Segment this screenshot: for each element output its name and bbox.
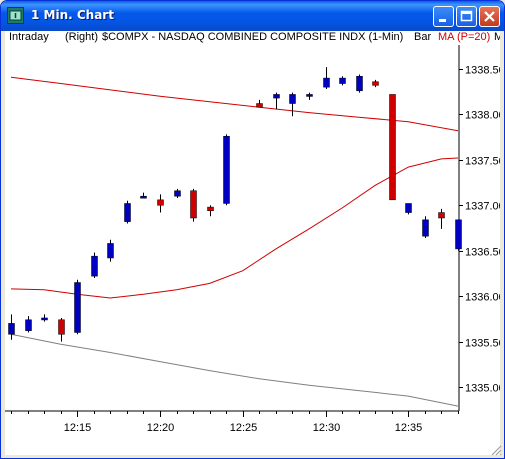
candle-body <box>207 206 214 211</box>
candle-body <box>140 195 147 199</box>
candle-body <box>455 219 462 250</box>
candle-body <box>58 319 65 335</box>
candle-body <box>405 203 412 213</box>
y-tick-label: 1337.00 <box>465 201 500 213</box>
candle-body <box>91 255 98 277</box>
candle-body <box>273 94 280 99</box>
minimize-icon <box>439 19 446 22</box>
price-chart[interactable]: 1338.50 1338.00 1337.50 1337.00 1336.50 1336.… <box>5 45 500 455</box>
lower-trend-line <box>10 333 459 407</box>
title-bar[interactable]: 1 Min. Chart <box>1 1 504 31</box>
bar-type-label: Bar <box>414 31 432 43</box>
candle-body <box>256 103 263 108</box>
scale-side-label: (Right) <box>65 31 99 43</box>
moving-average-line <box>10 157 459 299</box>
x-tick-label: 12:25 <box>230 422 258 434</box>
candle-body <box>323 77 330 88</box>
x-tick-label: 12:30 <box>313 422 341 434</box>
x-tick-label: 12:15 <box>64 422 92 434</box>
candle-body <box>74 282 81 333</box>
candle-body <box>306 94 313 97</box>
candle-body <box>157 199 164 206</box>
y-tick-label: 1336.50 <box>465 247 500 259</box>
candle-body <box>438 212 445 219</box>
candle-body <box>289 94 296 104</box>
candle-body <box>389 94 396 201</box>
candle-body <box>107 243 114 259</box>
x-tick-label: 12:35 <box>395 422 423 434</box>
candle-body <box>124 203 131 222</box>
y-tick-label: 1338.00 <box>465 110 500 122</box>
maximize-icon <box>460 10 473 22</box>
x-tick-label: 12:20 <box>147 422 175 434</box>
y-tick-label: 1337.50 <box>465 156 500 168</box>
chart-plot-area[interactable]: 1338.50 1338.00 1337.50 1337.00 1336.50 1336.… <box>5 45 500 455</box>
indicator-label: MA (P=20) <box>438 31 491 43</box>
overflow-label: M <box>494 31 500 43</box>
chart-info-bar: Intraday (Right) $COMPX - NASDAQ COMBINE… <box>5 31 500 45</box>
y-tick-label: 1336.00 <box>465 292 500 304</box>
candle-body <box>356 76 363 92</box>
upper-band-line <box>10 76 459 132</box>
close-button[interactable] <box>479 6 500 27</box>
close-icon <box>484 11 495 22</box>
y-tick-label: 1335.00 <box>465 383 500 395</box>
candle-body <box>372 81 379 86</box>
maximize-button[interactable] <box>456 6 477 27</box>
candle-body <box>8 323 15 335</box>
candle-body <box>25 319 32 331</box>
candle-body <box>339 77 346 84</box>
y-tick-label: 1335.50 <box>465 338 500 350</box>
candle-body <box>174 190 181 197</box>
y-tick-label: 1338.50 <box>465 65 500 77</box>
window-title: 1 Min. Chart <box>31 8 114 22</box>
symbol-description: $COMPX - NASDAQ COMBINED COMPOSITE INDX … <box>102 31 404 43</box>
candle-body <box>190 190 197 219</box>
mode-label: Intraday <box>9 31 49 43</box>
resize-grip-icon[interactable] <box>490 444 502 456</box>
candle-body <box>422 219 429 237</box>
minimize-button[interactable] <box>433 6 454 27</box>
candle-body <box>41 317 48 321</box>
candle-body <box>223 135 230 204</box>
chart-app-icon <box>7 7 24 24</box>
